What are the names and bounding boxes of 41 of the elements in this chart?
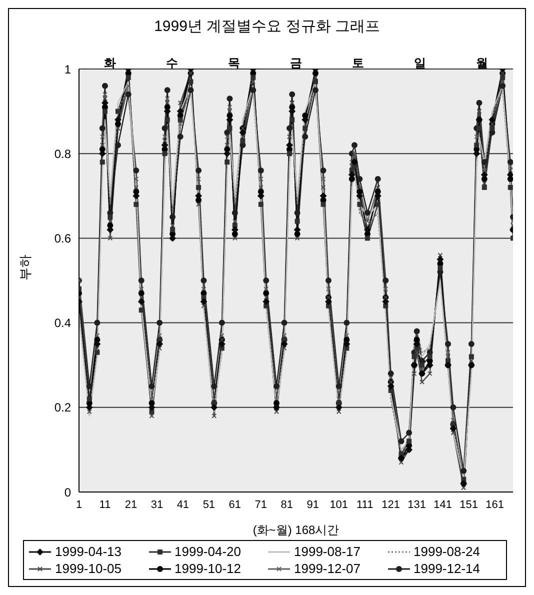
y-axis-title: 부하 (18, 254, 33, 280)
y-tick-label: 0.2 (54, 400, 72, 415)
x-tick-label: 41 (176, 498, 190, 511)
legend-label: 1999-12-14 (414, 561, 480, 576)
x-tick-label: 1 (76, 498, 82, 511)
annotation: 목 (228, 55, 240, 72)
x-tick-label: 121 (382, 498, 400, 511)
x-tick-label: 21 (124, 498, 138, 511)
x-tick-label: 151 (460, 498, 478, 511)
legend-label: 1999-04-20 (174, 544, 241, 559)
annotation: 수 (166, 55, 178, 72)
x-tick-label: 101 (330, 498, 348, 511)
x-tick-label: 111 (356, 498, 374, 511)
annotation: 금 (290, 55, 302, 72)
y-tick-label: 0.6 (54, 231, 72, 246)
x-tick-label: 31 (150, 498, 164, 511)
x-tick-label: 141 (434, 498, 452, 511)
legend-label: 1999-10-05 (55, 561, 122, 576)
y-tick-label: 0.4 (54, 316, 72, 330)
annotation: 토 (352, 55, 364, 72)
x-tick-label: 51 (202, 498, 216, 511)
y-tick-label: 0.8 (54, 146, 72, 161)
x-tick-label: 11 (99, 498, 111, 511)
annotation: 화 (104, 55, 116, 72)
y-tick-label: 1 (64, 62, 72, 76)
annotation: 일 (414, 55, 426, 72)
x-tick-label: 161 (486, 498, 504, 511)
x-tick-label: 61 (228, 498, 242, 511)
legend-label: 1999-08-17 (294, 544, 360, 559)
legend-label: 1999-08-24 (414, 544, 480, 559)
x-tick-label: 91 (306, 498, 320, 511)
chart-title: 1999년 계절별수요 정규화 그래프 (153, 17, 381, 36)
x-tick-label: 81 (280, 498, 294, 511)
annotation: 월 (476, 55, 488, 72)
x-tick-label: 71 (254, 498, 268, 511)
legend-label: 1999-12-07 (294, 561, 360, 576)
y-tick-label: 0 (64, 485, 72, 500)
x-axis-title: (화~월) 168시간 (252, 523, 340, 537)
legend-label: 1999-10-12 (174, 561, 241, 576)
legend-label: 1999-04-13 (55, 544, 122, 559)
x-tick-label: 131 (408, 498, 426, 511)
